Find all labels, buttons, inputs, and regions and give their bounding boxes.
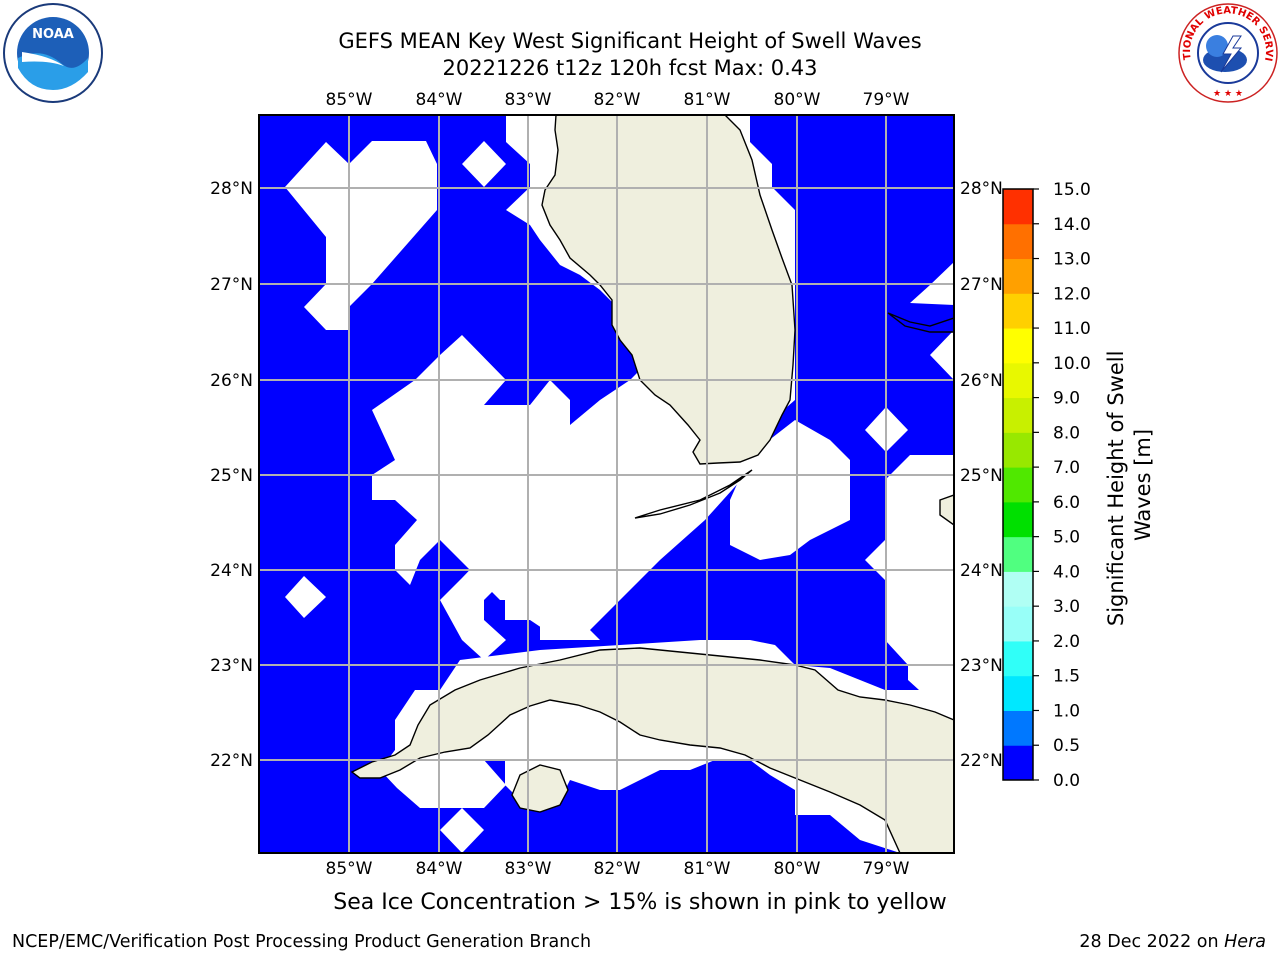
colorbar-tick-label: 0.5 <box>1053 736 1080 756</box>
lat-label-right: 22°N <box>960 751 1003 771</box>
colorbar-tick-label: 7.0 <box>1053 458 1080 478</box>
footer-date-text: 28 Dec 2022 on <box>1079 932 1225 952</box>
lon-label-bottom: 82°W <box>594 859 641 879</box>
lon-label-top: 82°W <box>594 90 641 110</box>
colorbar-segment <box>1003 293 1033 329</box>
colorbar-segment <box>1003 397 1033 433</box>
colorbar-segment <box>1003 710 1033 746</box>
colorbar-segment <box>1003 745 1033 781</box>
lat-label-right: 28°N <box>960 179 1003 199</box>
colorbar-tick-label: 13.0 <box>1053 250 1091 270</box>
lat-label-left: 22°N <box>210 751 253 771</box>
colorbar-tick-label: 9.0 <box>1053 389 1080 409</box>
lat-label-right: 27°N <box>960 275 1003 295</box>
lat-label-left: 23°N <box>210 656 253 676</box>
lat-label-right: 25°N <box>960 466 1003 486</box>
lat-label-right: 26°N <box>960 371 1003 391</box>
colorbar <box>1003 189 1033 781</box>
colorbar-title: Significant Height of Swell Waves [m] <box>1104 344 1155 626</box>
colorbar-segment <box>1003 571 1033 607</box>
nws-logo-icon: NATIONAL WEATHER SERVICE ★ ★ ★ <box>1177 2 1278 103</box>
lon-label-bottom: 84°W <box>416 859 463 879</box>
lon-label-bottom: 85°W <box>326 859 373 879</box>
lat-label-left: 27°N <box>210 275 253 295</box>
colorbar-segment <box>1003 501 1033 538</box>
lat-label-left: 24°N <box>210 561 253 581</box>
land-areas <box>350 115 954 853</box>
colorbar-segment <box>1003 362 1033 399</box>
colorbar-tick-label: 6.0 <box>1053 493 1080 513</box>
lon-label-bottom: 81°W <box>684 859 731 879</box>
lat-label-right: 23°N <box>960 656 1003 676</box>
lon-label-bottom: 80°W <box>774 859 821 879</box>
colorbar-tick-label: 15.0 <box>1053 180 1091 200</box>
colorbar-segment <box>1003 640 1033 677</box>
lon-label-top: 84°W <box>416 90 463 110</box>
colorbar-tick-label: 1.0 <box>1053 701 1080 721</box>
lat-label-left: 26°N <box>210 371 253 391</box>
footer-date: 28 Dec 2022 on Hera <box>1079 932 1266 952</box>
colorbar-tick-label: 14.0 <box>1053 215 1091 235</box>
colorbar-frame <box>1002 188 1034 781</box>
colorbar-tick-label: 4.0 <box>1053 562 1080 582</box>
sea-ice-note: Sea Ice Concentration > 15% is shown in … <box>333 890 947 915</box>
map-gridlines <box>259 115 954 853</box>
footer-host: Hera <box>1224 932 1266 952</box>
colorbar-segment <box>1003 467 1033 503</box>
colorbar-tick-label: 0.0 <box>1053 771 1080 791</box>
colorbar-segment <box>1003 432 1033 468</box>
colorbar-segment <box>1003 675 1033 711</box>
svg-text:★ ★ ★: ★ ★ ★ <box>1213 89 1243 99</box>
lon-label-top: 79°W <box>863 90 910 110</box>
colorbar-segment <box>1003 606 1033 642</box>
colorbar-segment <box>1003 328 1033 364</box>
colorbar-ticks: 0.0 0.5 1.0 1.5 2.0 3.0 4.0 5.0 6.0 7.0 8.0 9.0 10.0… <box>1033 180 1091 791</box>
colorbar-segment <box>1003 223 1033 260</box>
footer-credit: NCEP/EMC/Verification Post Processing Pr… <box>12 932 592 952</box>
colorbar-tick-label: 2.0 <box>1053 632 1080 652</box>
svg-text:NOAA: NOAA <box>32 27 74 42</box>
map-frame <box>258 114 955 854</box>
colorbar-tick-label: 3.0 <box>1053 597 1080 617</box>
colorbar-tick-label: 5.0 <box>1053 528 1080 548</box>
lat-label-right: 24°N <box>960 561 1003 581</box>
lon-label-bottom: 79°W <box>863 859 910 879</box>
colorbar-segment <box>1003 189 1033 225</box>
lat-label-left: 28°N <box>210 179 253 199</box>
noaa-logo-icon: NOAA <box>3 3 103 103</box>
colorbar-tick-label: 10.0 <box>1053 354 1091 374</box>
lon-label-top: 80°W <box>774 90 821 110</box>
colorbar-tick-label: 1.5 <box>1053 667 1080 687</box>
colorbar-tick-label: 8.0 <box>1053 423 1080 443</box>
colorbar-tick-label: 12.0 <box>1053 284 1091 304</box>
chart-title: GEFS MEAN Key West Significant Height of… <box>338 29 922 53</box>
lon-label-bottom: 83°W <box>505 859 552 879</box>
chart-subtitle: 20221226 t12z 120h fcst Max: 0.43 <box>442 56 818 80</box>
lon-label-top: 81°W <box>684 90 731 110</box>
colorbar-tick-label: 11.0 <box>1053 319 1091 339</box>
lon-label-top: 83°W <box>505 90 552 110</box>
colorbar-segment <box>1003 258 1033 294</box>
lon-label-top: 85°W <box>326 90 373 110</box>
colorbar-segment <box>1003 536 1033 572</box>
lat-label-left: 25°N <box>210 466 253 486</box>
